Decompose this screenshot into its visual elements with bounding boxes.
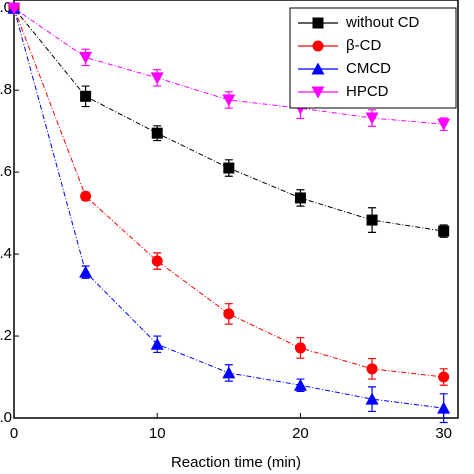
legend-marker <box>312 40 324 52</box>
marker <box>80 190 92 202</box>
x-tick-label: 0 <box>10 425 18 442</box>
legend-label: CMCD <box>346 60 391 77</box>
plot-frame <box>13 0 459 419</box>
x-axis-label: Reaction time (min) <box>171 454 301 471</box>
marker <box>79 51 93 64</box>
legend-label: HPCD <box>346 83 389 100</box>
marker <box>223 308 235 320</box>
marker <box>437 118 451 131</box>
marker <box>151 127 163 139</box>
marker <box>438 371 450 383</box>
marker <box>365 112 379 125</box>
marker <box>150 72 164 85</box>
y-tick-label: 0.8 <box>0 81 12 98</box>
marker <box>7 2 21 15</box>
marker <box>293 378 307 391</box>
marker <box>151 255 163 267</box>
marker <box>437 401 451 414</box>
legend-label: β-CD <box>346 37 381 54</box>
marker <box>438 225 450 237</box>
y-tick-label: 0.4 <box>0 245 12 262</box>
marker <box>294 192 306 204</box>
marker <box>223 162 235 174</box>
marker <box>365 392 379 405</box>
x-tick-label: 20 <box>292 425 309 442</box>
y-tick-label: 0.2 <box>0 327 12 344</box>
x-tick-label: 10 <box>149 425 166 442</box>
marker <box>222 366 236 379</box>
marker <box>150 337 164 350</box>
marker <box>222 94 236 107</box>
marker <box>366 363 378 375</box>
y-tick-label: 0.0 <box>0 409 12 426</box>
marker <box>79 265 93 278</box>
marker <box>294 342 306 354</box>
y-tick-label: 0.6 <box>0 163 12 180</box>
x-tick-label: 30 <box>435 425 452 442</box>
legend-marker <box>312 17 324 29</box>
marker <box>366 214 378 226</box>
marker <box>80 90 92 102</box>
legend-marker <box>311 86 325 99</box>
legend-marker <box>311 62 325 75</box>
legend-label: without CD <box>345 14 420 31</box>
